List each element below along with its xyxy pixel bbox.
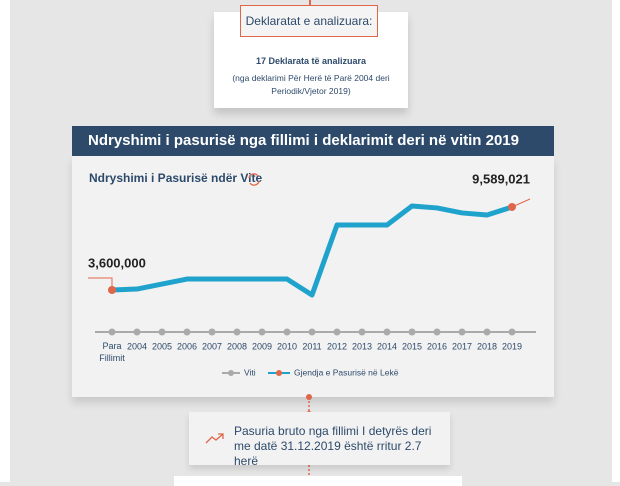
x-tick (483, 328, 491, 336)
x-tick-label: 2005 (152, 341, 172, 351)
next-box (174, 476, 462, 486)
x-tick (508, 328, 516, 336)
x-tick-label: 2006 (177, 341, 197, 351)
x-tick-label: 2012 (327, 341, 347, 351)
x-tick (433, 328, 441, 336)
x-tick-label: 2008 (227, 341, 247, 351)
x-tick-label: 2015 (402, 341, 422, 351)
count: 17 Deklarata të analizuara (255, 56, 367, 66)
x-tick-label: 2007 (202, 341, 222, 351)
x-tick-label: 2014 (377, 341, 397, 351)
trend-icon (205, 433, 224, 444)
header-label: Deklaratat e analizuara: (240, 5, 378, 37)
x-tick-label: 2017 (452, 341, 472, 351)
left-edge (0, 0, 10, 482)
x-tick (283, 328, 291, 336)
banner: Ndryshimi i pasurisë nga fillimi i dekla… (72, 126, 554, 156)
data-label: 3,600,000 (88, 255, 146, 270)
x-tick-label: Para Fillimit (99, 341, 125, 363)
connector (309, 0, 311, 6)
point (108, 286, 116, 295)
x-tick (358, 328, 366, 336)
right-edge (612, 0, 620, 482)
x-tick (383, 328, 391, 336)
x-tick-label: 2004 (127, 341, 147, 351)
legend-dot (228, 370, 234, 376)
x-tick (108, 328, 116, 336)
x-tick-label: 2018 (477, 341, 497, 351)
chart-panel (72, 156, 554, 397)
chart-title: Ndryshimi i Pasurisë ndër Vite (89, 171, 263, 185)
legend-dot (276, 370, 282, 376)
x-tick-label: 2013 (352, 341, 372, 351)
x-tick (158, 328, 166, 336)
x-tick-label: 2019 (502, 341, 522, 351)
data-label: 9,589,021 (472, 171, 530, 186)
x-tick-label: 2011 (302, 341, 321, 351)
line (111, 203, 513, 298)
footer-box: Pasuria bruto nga fillimi I detyrës deri… (189, 412, 450, 468)
legend-label: Viti (244, 367, 256, 377)
x-tick (458, 328, 466, 336)
footer-text: Pasuria bruto nga fillimi I detyrës deri… (234, 424, 432, 468)
leader (88, 277, 113, 291)
note: (nga deklarimi Për Herë të Parë 2004 der… (232, 73, 390, 96)
x-tick (233, 328, 241, 336)
x-tick (308, 328, 316, 336)
x-tick-label: 2009 (252, 341, 272, 351)
x-tick-label: 2016 (427, 341, 447, 351)
connector-dot (306, 394, 312, 400)
x-tick (333, 328, 341, 336)
x-tick (408, 328, 416, 336)
x-tick (208, 328, 216, 336)
legend-label: Gjendja e Pasurisë në Lekë (294, 367, 399, 377)
x-tick (133, 328, 141, 336)
refresh-icon (248, 173, 260, 186)
x-tick-label: 2010 (277, 341, 297, 351)
point (508, 202, 516, 211)
x-tick (183, 328, 191, 336)
x-tick (258, 328, 266, 336)
